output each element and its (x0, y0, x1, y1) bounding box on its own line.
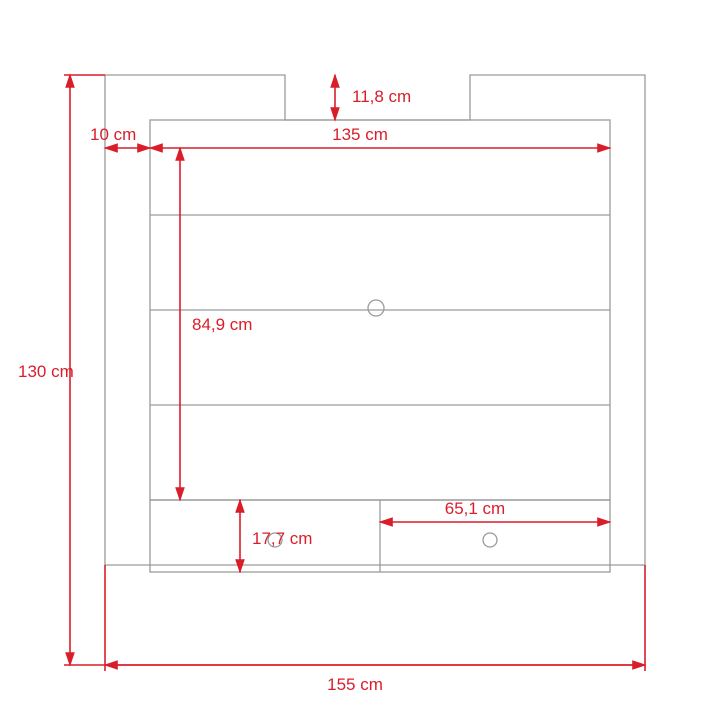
label-shelf-width: 65,1 cm (445, 499, 505, 518)
label-total-height: 130 cm (18, 362, 74, 381)
label-left-gap: 10 cm (90, 125, 136, 144)
label-shelf-height: 17,7 cm (252, 529, 312, 548)
label-inner-width: 135 cm (332, 125, 388, 144)
dimension-lines (64, 75, 645, 671)
label-top-gap: 11,8 cm (352, 87, 411, 106)
panel-plank-lines (150, 215, 610, 405)
label-total-width: 155 cm (327, 675, 383, 694)
label-inner-height: 84,9 cm (192, 315, 252, 334)
